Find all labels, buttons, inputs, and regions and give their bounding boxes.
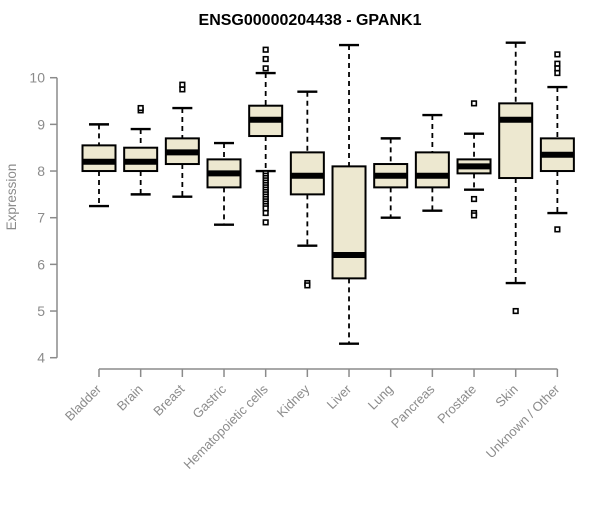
outlier-point: [554, 226, 561, 233]
outlier-point: [262, 209, 269, 217]
x-axis-tick-label-kidney: Kidney: [274, 381, 313, 420]
y-axis-tick-label: 5: [37, 303, 45, 319]
outlier-point: [512, 307, 519, 315]
outlier-point: [470, 212, 478, 219]
chart-title: ENSG00000204438 - GPANK1: [199, 12, 422, 29]
x-axis-tick-label-prostate: Prostate: [434, 382, 479, 427]
y-axis-tick-label: 4: [37, 350, 45, 366]
iqr-box: [81, 144, 117, 173]
x-axis-tick-label-lung: Lung: [365, 382, 396, 413]
boxplot-hematopoietic-cells: [248, 46, 284, 226]
outlier-point: [304, 282, 311, 289]
outlier-point: [554, 69, 561, 77]
boxplot-breast: [164, 81, 200, 198]
x-axis-tick-label-skin: Skin: [492, 382, 520, 410]
outlier-point: [262, 65, 269, 72]
y-axis-tick-label: 6: [37, 256, 45, 272]
outlier-point: [262, 46, 269, 53]
outlier-point: [179, 81, 186, 88]
x-axis-tick-label-breast: Breast: [150, 381, 187, 418]
boxplot-skin: [498, 41, 534, 315]
iqr-box: [331, 165, 367, 280]
x-axis-tick-label-bladder: Bladder: [62, 381, 105, 424]
boxplot-prostate: [456, 100, 492, 219]
outlier-point: [137, 104, 144, 112]
boxplot-kidney: [289, 90, 325, 289]
boxplot-bladder: [81, 123, 117, 208]
y-axis-tick-label: 10: [29, 70, 45, 86]
x-axis-tick-label-gastric: Gastric: [189, 381, 229, 421]
boxplot-gastric: [206, 141, 242, 226]
outlier-point: [470, 100, 478, 107]
x-axis-tick-label-brain: Brain: [114, 382, 146, 414]
outlier-point: [470, 195, 478, 203]
boxplot-unknown-other: [539, 51, 575, 233]
outlier-point: [262, 219, 269, 226]
boxplot-pancreas: [414, 113, 450, 212]
iqr-box: [498, 102, 534, 180]
outlier-point: [262, 55, 269, 63]
boxplot-liver: [331, 43, 367, 345]
boxplot-lung: [373, 137, 409, 219]
y-axis-title: Expression: [4, 164, 19, 231]
x-axis-tick-label-unknown-other: Unknown / Other: [483, 381, 563, 461]
y-axis-tick-label: 9: [37, 116, 45, 132]
x-axis-tick-label-pancreas: Pancreas: [388, 381, 438, 431]
y-axis-tick-label: 8: [37, 163, 45, 179]
outlier-point: [554, 51, 561, 58]
boxplot-brain: [123, 104, 159, 196]
y-axis-tick-label: 7: [37, 210, 45, 226]
iqr-box: [414, 151, 450, 189]
x-axis-tick-label-liver: Liver: [324, 381, 355, 412]
